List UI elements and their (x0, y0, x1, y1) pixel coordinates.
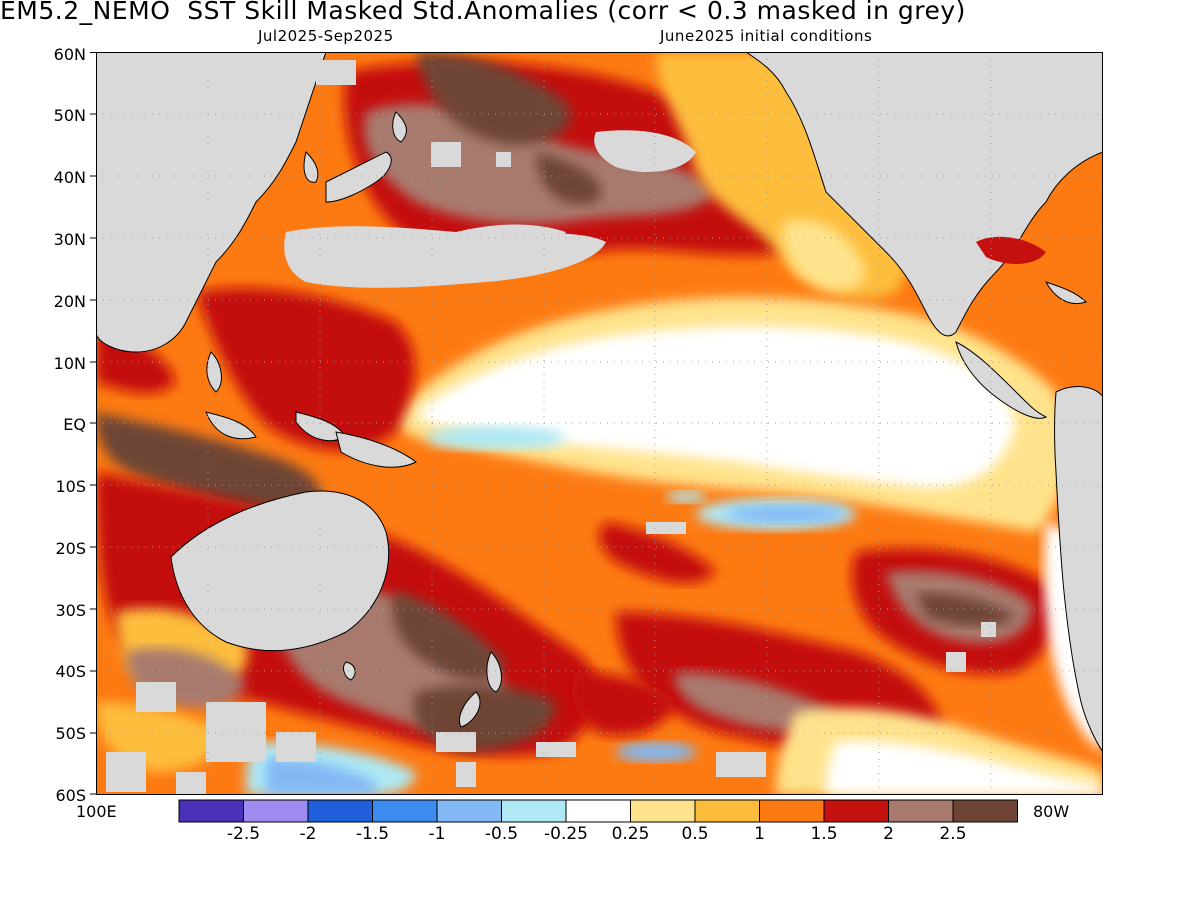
colorbar-tick-label: -0.5 (484, 824, 519, 844)
masked-regions (106, 60, 996, 795)
lat-label: EQ (63, 415, 86, 434)
lat-label: 60N (53, 45, 86, 64)
colorbar-swatch (565, 799, 631, 823)
map-title: EM5.2_NEMO SST Skill Masked Std.Anomalie… (0, 0, 966, 25)
grid-lines (96, 52, 1103, 795)
forecast-period: Jul2025-Sep2025 (258, 27, 394, 45)
colorbar-tick-label: 0.25 (611, 824, 650, 844)
colorbar-tick-label: -2.5 (226, 824, 261, 844)
map-frame (96, 52, 1103, 795)
initial-conditions: June2025 initial conditions (660, 27, 873, 45)
colorbar-tick-label: -2 (299, 824, 317, 844)
lat-ticks (90, 52, 96, 795)
colorbar-swatch (888, 799, 954, 823)
colorbar-swatch (694, 799, 760, 823)
lat-label: 40N (53, 168, 86, 187)
lat-label: 50N (53, 106, 86, 125)
lat-label: 30S (55, 601, 86, 620)
lat-label: 30N (53, 230, 86, 249)
colorbar-tick-label: 1.5 (810, 824, 838, 844)
colorbar-tick-label: -1.5 (355, 824, 390, 844)
colorbar-swatch (630, 799, 696, 823)
colorbar-tick-label: 2.5 (939, 824, 967, 844)
colorbar (178, 799, 1018, 823)
colorbar-swatch (501, 799, 567, 823)
lat-label: 10N (53, 354, 86, 373)
colorbar-swatch (823, 799, 889, 823)
lat-label: 10S (55, 477, 86, 496)
lat-label: 20S (55, 539, 86, 558)
sst-anomaly-map (96, 52, 1103, 795)
land-masses (96, 52, 1103, 753)
colorbar-tick-label: -0.25 (544, 824, 588, 844)
lat-label: 40S (55, 662, 86, 681)
colorbar-swatch (436, 799, 502, 823)
lon-label-right: 80W (1033, 802, 1070, 821)
colorbar-swatch (372, 799, 438, 823)
colorbar-swatch (759, 799, 825, 823)
lat-label: 20N (53, 292, 86, 311)
colorbar-tick-label: 0.5 (681, 824, 709, 844)
colorbar-tick-label: 2 (883, 824, 894, 844)
colorbar-swatch (178, 799, 244, 823)
colorbar-swatch (243, 799, 309, 823)
colorbar-swatch (307, 799, 373, 823)
lat-label: 60S (55, 786, 86, 805)
colorbar-tick-label: -1 (428, 824, 446, 844)
lon-label-left: 100E (76, 802, 117, 821)
colorbar-tick-label: 1 (754, 824, 765, 844)
lat-label: 50S (55, 724, 86, 743)
colorbar-swatch (952, 799, 1018, 823)
